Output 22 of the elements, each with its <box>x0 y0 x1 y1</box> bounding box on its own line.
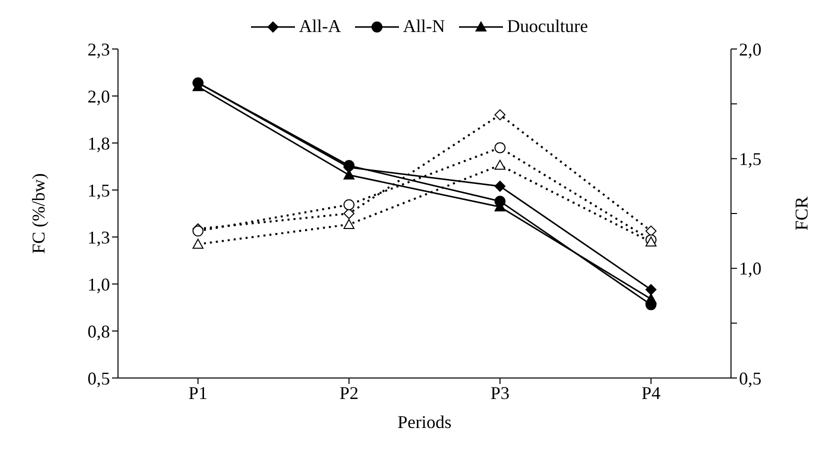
y-tick-label: 1,3 <box>88 227 110 248</box>
x-axis-title: Periods <box>398 412 452 432</box>
y2-axis-title: FCR <box>791 196 812 231</box>
y2-tick-label: 0,5 <box>739 368 762 388</box>
y-axis-title: FC (%/bw) <box>28 173 48 254</box>
y2-tick-label: 2,0 <box>739 39 762 60</box>
y-tick-label: 1,5 <box>88 180 110 200</box>
y-tick-label: 0,8 <box>88 321 110 342</box>
x-tick-label: P4 <box>641 382 661 403</box>
y2-tick-label: 1,5 <box>739 149 762 170</box>
y-tick-label: 0,5 <box>88 368 110 388</box>
legend-label: All-N <box>403 16 445 37</box>
y-tick-label: 2,0 <box>88 86 110 106</box>
legend-label: All-A <box>299 16 341 37</box>
x-tick-label: P2 <box>339 382 359 403</box>
x-tick-label: P1 <box>188 382 208 403</box>
y-tick-label: 2,3 <box>88 39 110 60</box>
x-tick-label: P3 <box>490 382 510 403</box>
y-tick-label: 1,0 <box>88 274 110 294</box>
legend-label: Duoculture <box>507 16 588 37</box>
y2-tick-label: 1,0 <box>739 258 762 279</box>
y-tick-label: 1,8 <box>88 133 110 154</box>
